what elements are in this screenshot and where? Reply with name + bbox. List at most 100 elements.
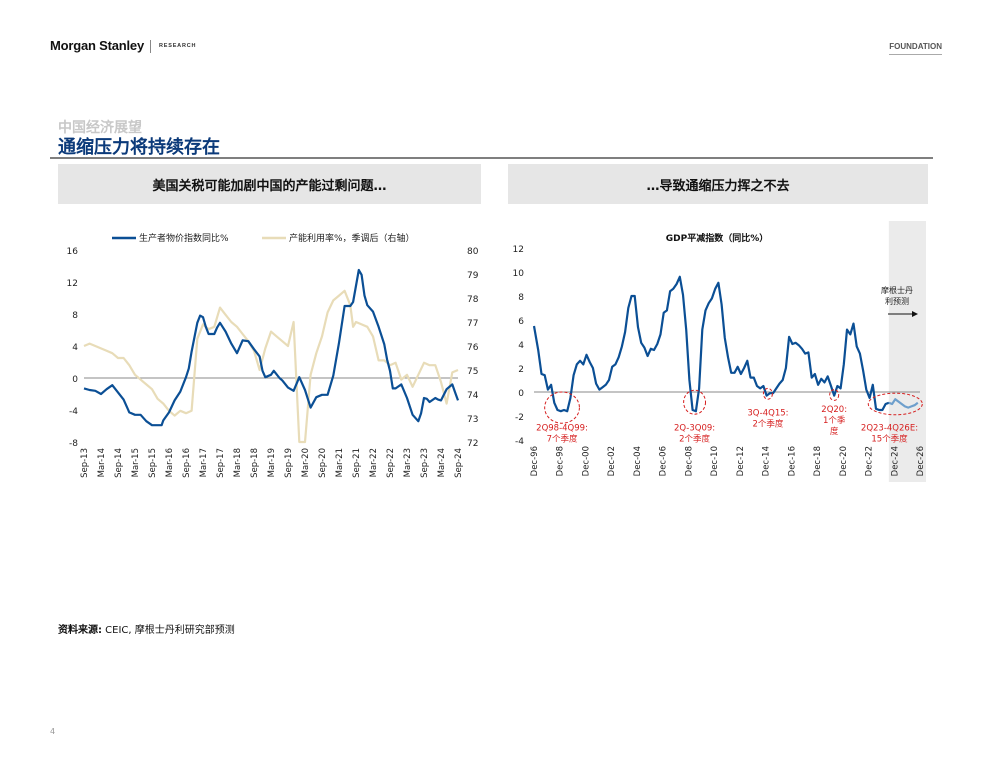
series-line-gdp-deflator [532, 275, 890, 413]
x-axis-tick-label: Dec-00 [581, 446, 591, 476]
deflation-period-label: 2Q23-4Q26E: [861, 423, 918, 433]
left-chart-legend: 生产者物价指数同比% 产能利用率%，季调后（右轴） [112, 232, 415, 244]
x-axis-tick-label: Mar-18 [233, 448, 243, 477]
deflation-period-label: 度 [830, 426, 839, 437]
x-axis-tick-label: Mar-21 [335, 448, 345, 477]
logo-divider [150, 40, 151, 53]
right-axis-tick-label: 79 [467, 271, 479, 281]
y-axis-tick-label: 6 [518, 317, 524, 327]
left-axis-tick-label: -4 [69, 407, 78, 417]
title-divider [50, 157, 933, 159]
x-axis-tick-label: Sep-16 [182, 448, 192, 478]
forecast-label-2: 利预测 [885, 296, 909, 306]
left-axis-tick-label: 12 [67, 279, 78, 289]
x-axis-tick-label: Mar-15 [131, 448, 141, 477]
x-axis-tick-label: Dec-96 [530, 446, 540, 476]
x-axis-tick-label: Sep-23 [420, 448, 430, 478]
x-axis-tick-label: Sep-13 [80, 448, 90, 478]
left-axis-tick-label: 8 [72, 311, 78, 321]
deflation-period-circle [683, 389, 707, 415]
right-axis-tick-label: 73 [467, 415, 478, 425]
deflation-period-label: 2个季度 [679, 433, 710, 444]
deflation-period-label: 2Q20: [821, 405, 847, 415]
legend-capacity-label: 产能利用率%，季调后（右轴） [289, 232, 415, 244]
x-axis-tick-label: Dec-10 [710, 446, 720, 476]
brand-logo: Morgan Stanley [50, 38, 144, 53]
x-axis-tick-label: Mar-19 [267, 448, 277, 477]
x-axis-tick-label: Sep-21 [352, 448, 362, 478]
source-note: 资料来源: CEIC, 摩根士丹利研究部预测 [58, 621, 235, 636]
x-axis-tick-label: Dec-26 [916, 446, 926, 476]
right-axis-tick-label: 72 [467, 439, 478, 449]
y-axis-tick-label: -2 [515, 413, 524, 423]
right-panel-header: …导致通缩压力挥之不去 [508, 164, 928, 204]
x-axis-tick-label: Sep-24 [454, 448, 464, 478]
x-axis-tick-label: Sep-18 [250, 448, 260, 478]
left-panel-header: 美国关税可能加剧中国的产能过剩问题… [58, 164, 481, 204]
y-axis-tick-label: 4 [518, 341, 524, 351]
right-axis-tick-label: 74 [467, 391, 479, 401]
x-axis-tick-label: Dec-22 [865, 446, 875, 476]
x-axis-tick-label: Mar-17 [199, 448, 209, 477]
logo-subtitle: RESEARCH [159, 43, 197, 49]
page-number: 4 [50, 727, 56, 736]
left-axis-tick-label: 4 [72, 343, 78, 353]
series-line-forecast [888, 398, 919, 409]
y-axis-tick-label: 0 [518, 389, 524, 399]
x-axis-tick-label: Mar-23 [403, 448, 413, 477]
deflation-period-circle [544, 391, 580, 424]
deflation-period-label: 2个季度 [752, 418, 783, 429]
x-axis-tick-label: Sep-20 [318, 448, 328, 478]
gdp-chart-title: GDP平减指数（同比%） [666, 232, 768, 244]
deflation-period-label: 1个季 [823, 415, 846, 426]
series-line-ppi [83, 268, 460, 427]
series-line-capacity [83, 289, 459, 444]
x-axis-tick-label: Dec-24 [890, 446, 900, 476]
x-axis-tick-label: Dec-02 [607, 446, 617, 476]
x-axis-tick-label: Dec-98 [556, 446, 566, 476]
x-axis-tick-label: Mar-22 [369, 448, 379, 477]
x-axis-tick-label: Dec-18 [813, 446, 823, 476]
x-axis-tick-label: Dec-06 [659, 446, 669, 476]
deflation-period-circle [867, 392, 923, 416]
y-axis-tick-label: 10 [513, 269, 525, 279]
x-axis-tick-label: Sep-15 [148, 448, 158, 478]
x-axis-tick-label: Mar-16 [165, 448, 175, 477]
right-axis-tick-label: 80 [467, 247, 479, 257]
x-axis-tick-label: Dec-14 [762, 446, 772, 476]
x-axis-tick-label: Dec-04 [633, 446, 643, 476]
deflation-period-label: 15个季度 [871, 433, 908, 444]
x-axis-tick-label: Dec-08 [684, 446, 694, 476]
x-axis-tick-label: Sep-17 [216, 448, 226, 478]
x-axis-tick-label: Sep-19 [284, 448, 294, 478]
y-axis-tick-label: 2 [518, 365, 524, 375]
x-axis-tick-label: Mar-14 [97, 448, 107, 477]
source-label: 资料来源: [58, 625, 102, 636]
deflation-period-circle [762, 387, 773, 400]
x-axis-tick-label: Mar-20 [301, 448, 311, 477]
legend-ppi-label: 生产者物价指数同比% [139, 232, 229, 244]
y-axis-tick-label: -4 [515, 437, 524, 447]
y-axis-tick-label: 8 [518, 293, 524, 303]
left-axis-tick-label: 16 [67, 247, 79, 257]
forecast-label: 摩根士丹 [881, 285, 913, 295]
section-kicker: 中国经济展望 [58, 120, 142, 136]
section-tag: FOUNDATION [889, 42, 942, 55]
right-axis-tick-label: 76 [467, 343, 479, 353]
x-axis-tick-label: Mar-24 [437, 448, 447, 477]
right-axis-tick-label: 77 [467, 319, 478, 329]
right-axis-tick-label: 75 [467, 367, 478, 377]
deflation-period-label: 7个季度 [547, 433, 578, 444]
deflation-period-label: 2Q-3Q09: [674, 423, 715, 433]
deflation-period-label: 2Q98-4Q99: [536, 423, 588, 433]
forecast-shade [888, 221, 926, 482]
forecast-arrow-head [912, 311, 918, 317]
x-axis-tick-label: Dec-20 [839, 446, 849, 476]
x-axis-tick-label: Sep-22 [386, 448, 396, 478]
x-axis-tick-label: Sep-14 [114, 448, 124, 478]
x-axis-tick-label: Dec-16 [787, 446, 797, 476]
y-axis-tick-label: 12 [513, 245, 524, 255]
source-text: CEIC, 摩根士丹利研究部预测 [102, 625, 235, 636]
